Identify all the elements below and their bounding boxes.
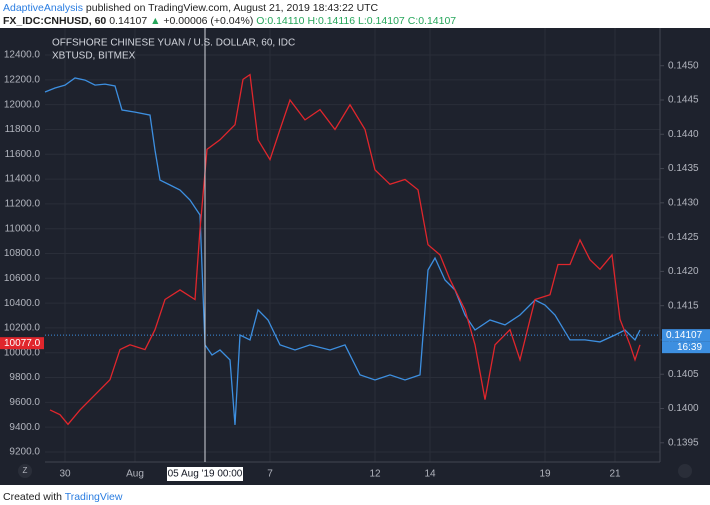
ohlc: O:0.14110 [256,15,305,27]
y2-tick-label: 0.1450 [668,60,699,71]
y2-tick-label: 0.1415 [668,300,699,311]
x-tick-label: Aug [126,469,144,480]
y-tick-label: 12400.0 [4,50,41,61]
footer-text: Created with [3,491,62,503]
y-tick-label: 10200.0 [4,323,41,334]
y-tick-label: 10600.0 [4,273,41,284]
y2-tick-label: 0.1420 [668,266,699,277]
legend-entry: XBTUSD, BITMEX [52,51,136,62]
y-tick-label: 10800.0 [4,248,41,259]
x-tick-label: 7 [267,469,273,480]
y-tick-label: 12000.0 [4,99,41,110]
crosshair-label: 05 Aug '19 00:00 [168,469,243,480]
y2-tick-label: 0.1400 [668,403,699,414]
y2-tick-label: 0.1435 [668,163,699,174]
up-arrow: ▲ [150,15,161,27]
price-label: 0.14107 [666,330,703,341]
x-tick-label: 30 [59,469,71,480]
y2-tick-label: 0.1440 [668,129,699,140]
y2-tick-label: 0.1430 [668,197,699,208]
y-tick-label: 9400.0 [9,422,40,433]
y2-tick-label: 0.1445 [668,95,699,106]
published: published on TradingView.com, August 21,… [85,2,379,14]
y-tick-label: 11000.0 [5,223,41,234]
price-box [0,337,44,350]
footer: Created with TradingView [3,491,122,503]
chart: OFFSHORE CHINESE YUAN / U.S. DOLLAR, 60,… [0,28,710,485]
y-tick-label: 10000.0 [4,347,41,358]
zoom-button[interactable] [18,464,32,478]
x-tick-label: 12 [369,469,381,480]
y2-tick-label: 0.1395 [668,437,699,448]
countdown-label: 16:39 [677,342,702,353]
settings-button[interactable] [678,464,692,478]
y-tick-label: 12200.0 [4,74,41,85]
footer-brand: TradingView [64,491,123,503]
y-tick-label: 11400.0 [5,174,41,185]
crosshair-box [167,467,243,481]
y-tick-label: 9200.0 [9,447,40,458]
price-label: 10077.0 [4,338,41,349]
zoom-icon: Z [23,466,28,475]
x-tick-label: 21 [609,469,621,480]
symbol: FX_IDC:CNHUSD, 60 [3,15,107,27]
x-tick-label: 14 [424,469,436,480]
series-line [49,73,641,426]
y-tick-label: 11200.0 [5,199,41,210]
y-tick-label: 9600.0 [9,397,40,408]
header-line: AdaptiveAnalysis published on TradingVie… [3,2,456,15]
change: +0.00006 (+0.04%) [163,15,254,27]
price-box [662,329,710,342]
grid [45,28,660,462]
header-line: FX_IDC:CNHUSD, 60 0.14107 ▲ +0.00006 (+0… [3,15,456,28]
last: 0.14107 [109,15,148,27]
chart-background [0,28,710,485]
x-tick-label: 19 [539,469,551,480]
y2-tick-label: 0.1425 [668,232,699,243]
y-tick-label: 9800.0 [9,372,40,383]
ohlc: L:0.14107 [358,15,405,27]
y-tick-label: 11800.0 [5,124,41,135]
countdown-box [662,341,710,354]
ohlc: H:0.14116 [307,15,356,27]
y-tick-label: 10400.0 [4,298,41,309]
author: AdaptiveAnalysis [3,2,83,14]
y2-tick-label: 0.1405 [668,369,699,380]
y-tick-label: 11600.0 [5,149,41,160]
ohlc: C:0.14107 [407,15,457,27]
legend-entry: OFFSHORE CHINESE YUAN / U.S. DOLLAR, 60,… [52,38,295,49]
header: AdaptiveAnalysis published on TradingVie… [3,2,456,28]
